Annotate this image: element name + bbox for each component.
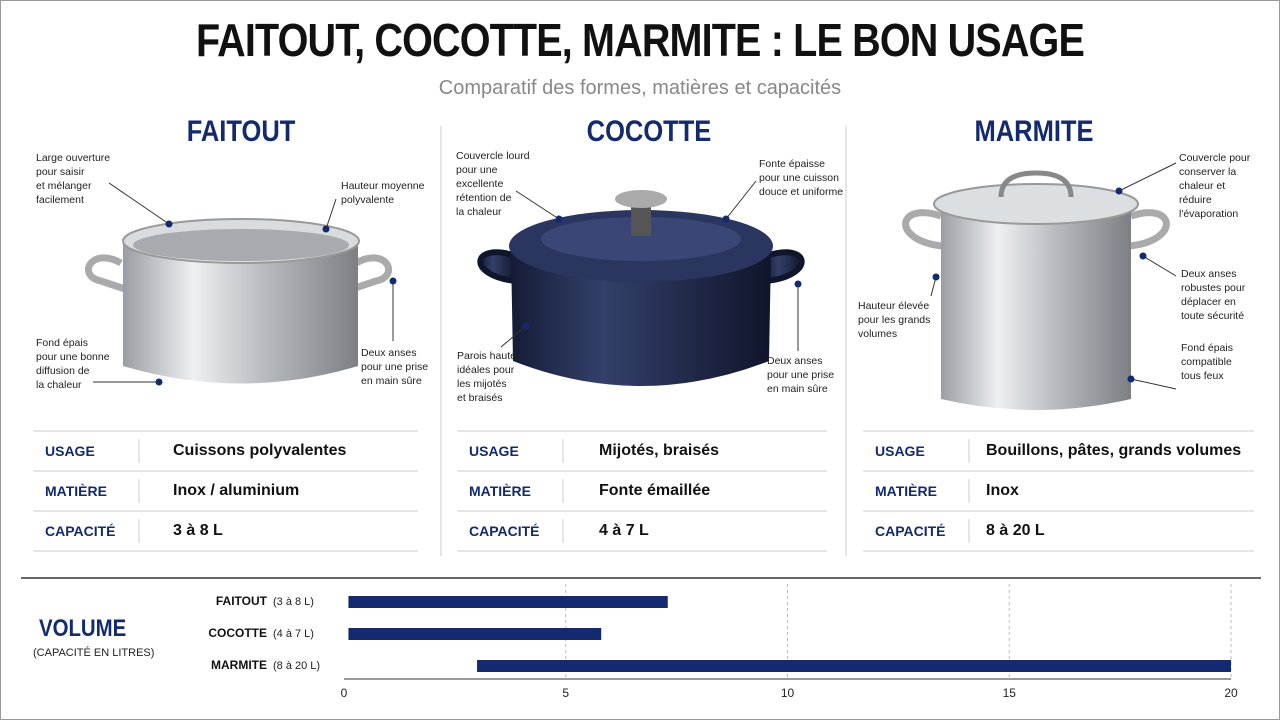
x-tick-label: 15 xyxy=(1003,686,1017,700)
row-value: Cuissons polyvalentes xyxy=(173,442,347,459)
column-name: MARMITE xyxy=(974,115,1094,148)
leader-line xyxy=(515,190,560,220)
leader-line xyxy=(1130,378,1177,390)
annotation: Large ouverture pour saisir et mélanger … xyxy=(36,152,111,206)
annotation: Hauteur moyenne polyvalente xyxy=(341,180,425,206)
annotation-dot xyxy=(722,215,730,223)
marmite-pot xyxy=(902,170,1170,410)
annotation-dot xyxy=(1139,252,1147,260)
row-value: Fonte émaillée xyxy=(599,482,711,499)
leader-line xyxy=(500,325,527,348)
chart-title: VOLUME xyxy=(39,615,127,642)
row-value: 8 à 20 L xyxy=(986,522,1045,539)
divider xyxy=(440,126,847,556)
leader-line xyxy=(325,198,337,230)
annotation: Fonte épaisse pour une cuisson douce et … xyxy=(759,158,844,198)
annotation: Couvercle lourd pour une excellente réte… xyxy=(456,150,530,218)
faitout-pot xyxy=(85,218,392,384)
column-name: COCOTTE xyxy=(586,115,712,148)
bar xyxy=(348,628,602,640)
leader-line xyxy=(108,182,170,225)
annotation-dot xyxy=(165,220,173,228)
annotation-dot xyxy=(932,273,940,281)
annotation: Fond épais compatible tous feux xyxy=(1181,342,1233,382)
row-label: USAGE xyxy=(875,443,925,459)
x-tick-label: 5 xyxy=(562,686,569,700)
annotation: Deux anses robustes pour déplacer en tou… xyxy=(1181,268,1246,322)
row-value: Mijotés, braisés xyxy=(599,442,720,459)
row-label: MATIÈRE xyxy=(875,483,937,499)
annotation: Deux anses pour une prise en main sûre xyxy=(767,355,835,395)
annotation-dot xyxy=(794,280,802,288)
range-label: (4 à 7 L) xyxy=(273,628,314,640)
annotation-dot xyxy=(322,225,330,233)
bar xyxy=(348,596,668,608)
x-tick-label: 10 xyxy=(781,686,795,700)
annotation: Deux anses pour une prise en main sûre xyxy=(361,347,429,387)
row-value: 4 à 7 L xyxy=(599,522,649,539)
row-value: Bouillons, pâtes, grands volumes xyxy=(986,442,1242,459)
chart-subtitle: (CAPACITÉ EN LITRES) xyxy=(33,647,155,659)
row-label: CAPACITÉ xyxy=(469,523,540,539)
x-tick-label: 20 xyxy=(1224,686,1238,700)
title: FAITOUT, COCOTTE, MARMITE : LE BON USAGE xyxy=(196,14,1085,66)
row-label: MATIÈRE xyxy=(45,483,107,499)
row-label: USAGE xyxy=(469,443,519,459)
x-tick-label: 0 xyxy=(341,686,348,700)
annotation-dot xyxy=(155,378,163,386)
row-label: USAGE xyxy=(45,443,95,459)
annotation-dot xyxy=(1115,187,1123,195)
annotation-dot xyxy=(389,277,397,285)
annotation: Parois hautes idéales pour les mijotés e… xyxy=(457,350,522,404)
annotation: Couvercle pour conserver la chaleur et r… xyxy=(1179,152,1251,220)
leader-line xyxy=(1142,255,1177,277)
bar xyxy=(477,660,1231,672)
row-value: Inox xyxy=(986,482,1019,499)
range-label: (8 à 20 L) xyxy=(273,660,320,672)
range-label: (3 à 8 L) xyxy=(273,596,314,608)
annotation-dot xyxy=(1127,375,1135,383)
row-value: 3 à 8 L xyxy=(173,522,223,539)
subtitle: Comparatif des formes, matières et capac… xyxy=(438,77,842,99)
category-label: COCOTTE xyxy=(208,626,267,640)
annotation: Fond épais pour une bonne diffusion de l… xyxy=(36,337,110,391)
annotation-dot xyxy=(555,215,563,223)
annotation-dot xyxy=(522,322,530,330)
column-name: FAITOUT xyxy=(186,115,296,148)
category-label: MARMITE xyxy=(211,658,267,672)
leader-line xyxy=(1118,162,1177,192)
row-label: CAPACITÉ xyxy=(45,523,116,539)
row-label: CAPACITÉ xyxy=(875,523,946,539)
annotation: Hauteur élevée pour les grands volumes xyxy=(858,300,931,340)
row-label: MATIÈRE xyxy=(469,483,531,499)
row-value: Inox / aluminium xyxy=(173,482,300,499)
cocotte-pot xyxy=(477,190,805,386)
category-label: FAITOUT xyxy=(216,594,268,608)
leader-line xyxy=(725,180,757,220)
